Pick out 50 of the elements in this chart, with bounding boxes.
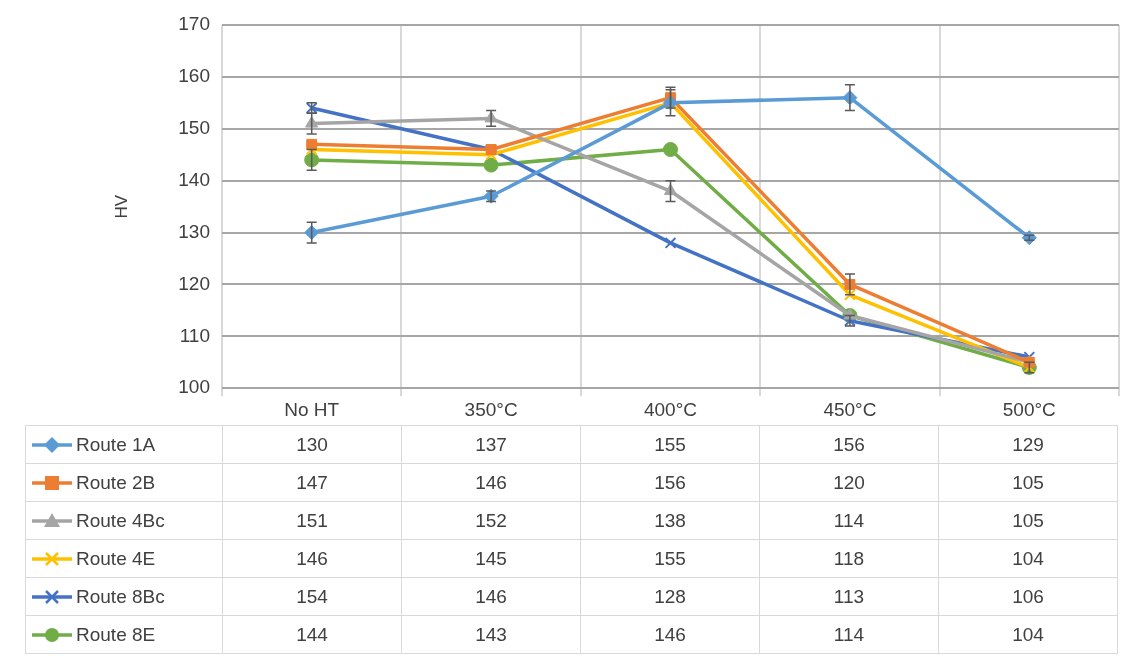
data-label: 144: [222, 615, 402, 654]
data-label: 104: [938, 615, 1118, 654]
data-label: 129: [938, 425, 1118, 464]
data-label: 154: [222, 577, 402, 616]
data-label: 118: [759, 539, 939, 578]
data-label: 155: [580, 539, 760, 578]
data-label: 114: [759, 615, 939, 654]
data-label: 105: [938, 501, 1118, 540]
data-label: 106: [938, 577, 1118, 616]
data-label: 145: [401, 539, 581, 578]
x-tick-label: No HT: [284, 398, 340, 420]
data-label: 156: [580, 463, 760, 502]
data-label: 137: [401, 425, 581, 464]
data-label: 138: [580, 501, 760, 540]
data-label: 143: [401, 615, 581, 654]
data-label: 114: [759, 501, 939, 540]
y-axis-title: HV: [111, 194, 131, 219]
data-label: 113: [759, 577, 939, 616]
y-tick-label: 130: [178, 220, 210, 242]
data-label: 128: [580, 577, 760, 616]
data-label: 146: [222, 539, 402, 578]
y-tick-label: 140: [178, 168, 210, 190]
x-tick-label: 350°C: [464, 398, 518, 420]
y-tick-label: 120: [178, 272, 210, 294]
data-label: 155: [580, 425, 760, 464]
data-label: 146: [401, 463, 581, 502]
legend-label: Route 4E: [76, 547, 156, 569]
data-label: 152: [401, 501, 581, 540]
data-label: 156: [759, 425, 939, 464]
data-label: 146: [401, 577, 581, 616]
data-label: 105: [938, 463, 1118, 502]
x-tick-label: 450°C: [823, 398, 877, 420]
legend-label: Route 2B: [76, 471, 156, 493]
legend-label: Route 1A: [76, 433, 156, 455]
y-tick-label: 110: [179, 324, 210, 346]
y-tick-label: 150: [178, 117, 210, 139]
legend-label: Route 4Bc: [76, 509, 165, 531]
y-tick-label: 160: [178, 65, 210, 87]
data-label: 130: [222, 425, 402, 464]
x-tick-label: 400°C: [643, 398, 698, 420]
y-tick-label: 100: [178, 376, 210, 398]
data-label: 147: [222, 463, 402, 502]
data-label: 146: [580, 615, 760, 654]
data-label: 120: [759, 463, 939, 502]
legend-label: Route 8Bc: [76, 585, 165, 607]
data-label: 104: [938, 539, 1118, 578]
y-tick-label: 170: [178, 13, 210, 35]
x-tick-label: 500°C: [1002, 398, 1056, 420]
legend-label: Route 8E: [76, 623, 156, 645]
data-label: 151: [222, 501, 402, 540]
